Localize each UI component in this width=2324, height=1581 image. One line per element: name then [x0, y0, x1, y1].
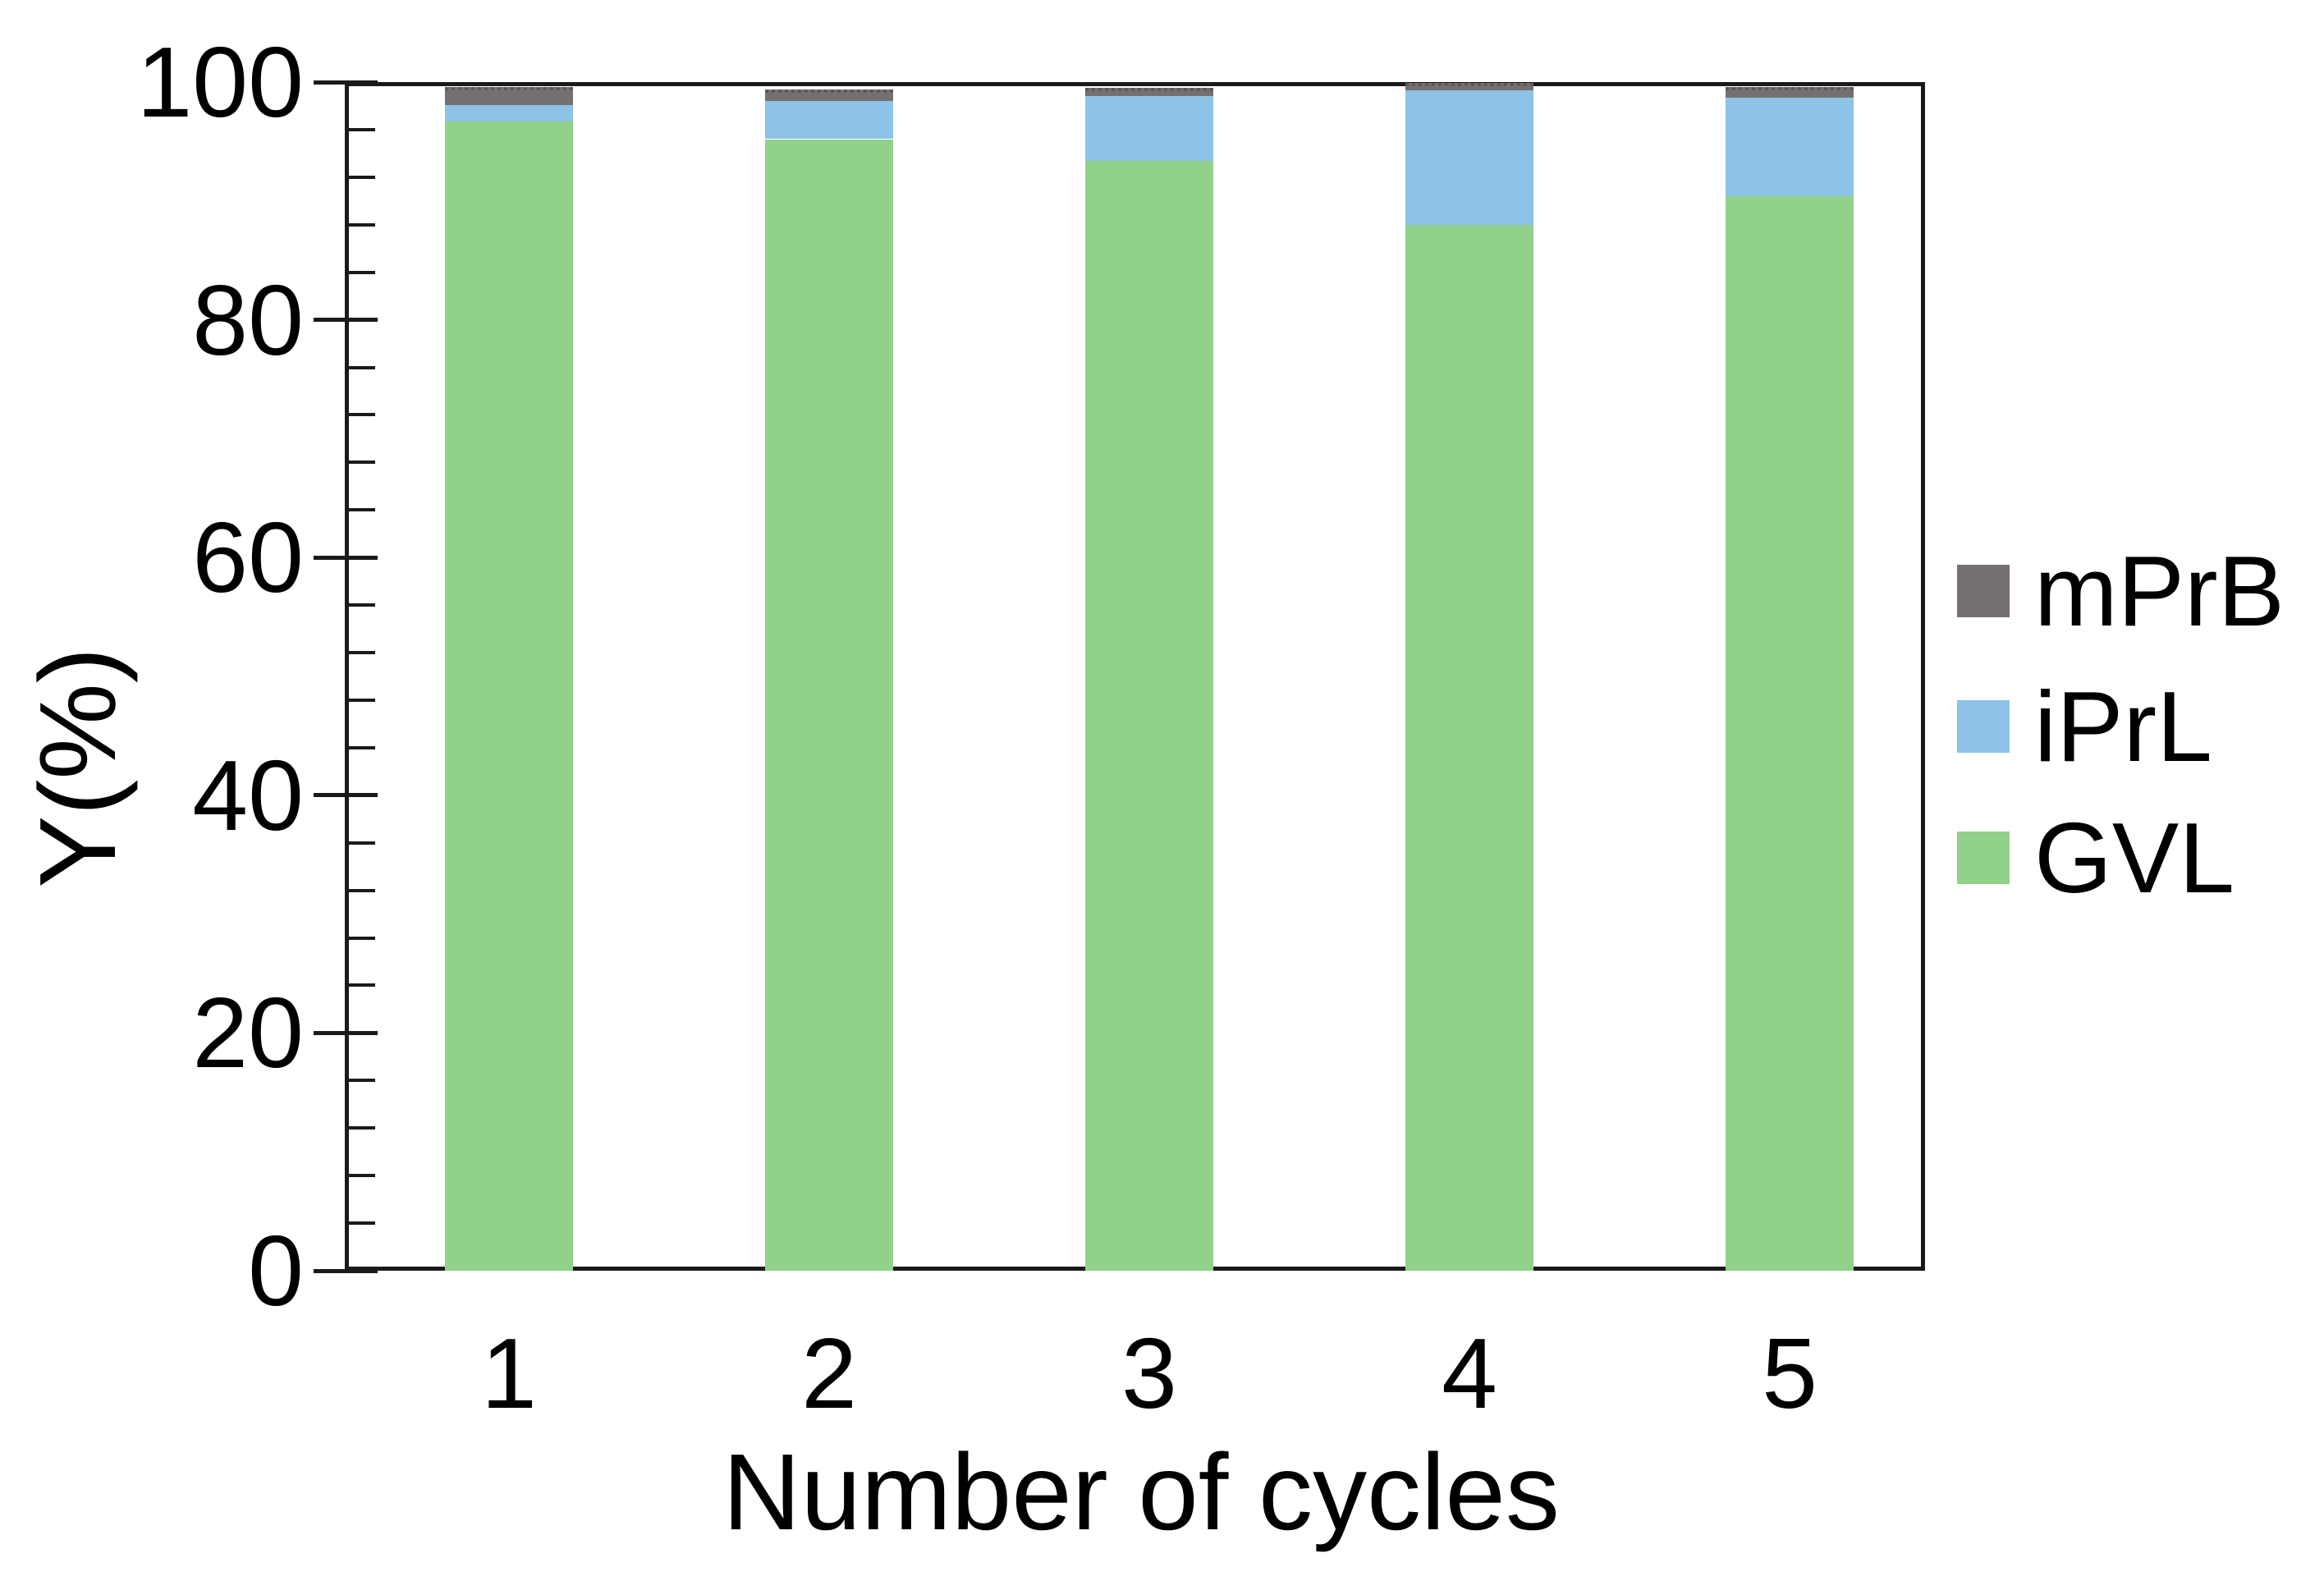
y-tick-label-0: 0 [248, 1215, 304, 1327]
legend-swatch-gvl-icon [1957, 832, 2010, 884]
y-minor-tick [347, 888, 375, 892]
y-minor-tick [347, 127, 375, 131]
y-minor-tick [347, 1079, 375, 1083]
legend-swatch-mprb-icon [1957, 565, 2010, 617]
y-minor-tick [347, 936, 375, 940]
legend-row-iprl: iPrL [1957, 674, 2212, 779]
y-minor-tick [347, 270, 375, 274]
y-tick-label-80: 80 [192, 264, 304, 376]
bar-cycle-1-segment-gvl [445, 121, 573, 1271]
y-minor-tick [347, 651, 375, 655]
x-tick-label-1: 1 [481, 1318, 537, 1429]
legend-label-iprl: iPrL [2034, 671, 2212, 782]
bar-cycle-4-segment-mprb [1405, 83, 1533, 91]
x-tick-label-4: 4 [1442, 1318, 1497, 1429]
y-major-tick-0 [314, 1268, 378, 1273]
legend-swatch-iprl-icon [1957, 700, 2010, 753]
y-minor-tick [347, 1221, 375, 1226]
x-tick-label-2: 2 [801, 1318, 857, 1429]
bar-cycle-5-segment-gvl [1726, 196, 1854, 1271]
y-minor-tick [347, 461, 375, 465]
legend-row-gvl: GVL [1957, 805, 2235, 910]
bar-cycle-1-segment-iprl [445, 104, 573, 121]
y-minor-tick [347, 365, 375, 369]
y-axis-title: Y(%) [17, 647, 138, 888]
bar-cycle-4-segment-iprl [1405, 90, 1533, 225]
y-minor-tick [347, 1126, 375, 1130]
bar-cycle-2-segment-gvl [765, 139, 893, 1271]
y-minor-tick [347, 1174, 375, 1178]
y-tick-label-100: 100 [136, 26, 304, 138]
bar-cycle-3-segment-mprb [1085, 88, 1213, 97]
y-minor-tick [347, 175, 375, 179]
x-tick-label-3: 3 [1121, 1318, 1177, 1429]
bar-cycle-2-segment-iprl [765, 101, 893, 140]
bar-cycle-1-segment-mprb [445, 86, 573, 105]
y-major-tick-80 [314, 318, 378, 323]
legend-row-mprb: mPrB [1957, 538, 2285, 644]
bar-cycle-3-segment-gvl [1085, 160, 1213, 1271]
y-minor-tick [347, 222, 375, 227]
bar-cycle-5-segment-mprb [1726, 86, 1854, 98]
bar-cycle-3-segment-iprl [1085, 96, 1213, 161]
legend-label-mprb: mPrB [2034, 535, 2285, 647]
y-tick-label-40: 40 [192, 739, 304, 851]
x-tick-label-5: 5 [1762, 1318, 1817, 1429]
y-major-tick-60 [314, 555, 378, 560]
x-axis-title: Number of cycles [722, 1432, 1560, 1552]
y-major-tick-40 [314, 793, 378, 798]
y-major-tick-20 [314, 1030, 378, 1035]
y-tick-label-20: 20 [192, 977, 304, 1089]
y-tick-label-60: 60 [192, 502, 304, 614]
y-minor-tick [347, 745, 375, 749]
bar-cycle-4-segment-gvl [1405, 224, 1533, 1271]
bar-cycle-5-segment-iprl [1726, 97, 1854, 196]
y-minor-tick [347, 698, 375, 702]
y-minor-tick [347, 841, 375, 845]
bar-cycle-2-segment-mprb [765, 89, 893, 102]
y-minor-tick [347, 603, 375, 607]
y-minor-tick [347, 413, 375, 417]
y-major-tick-100 [314, 80, 378, 85]
legend-label-gvl: GVL [2034, 802, 2235, 914]
y-minor-tick [347, 983, 375, 988]
y-minor-tick [347, 508, 375, 512]
